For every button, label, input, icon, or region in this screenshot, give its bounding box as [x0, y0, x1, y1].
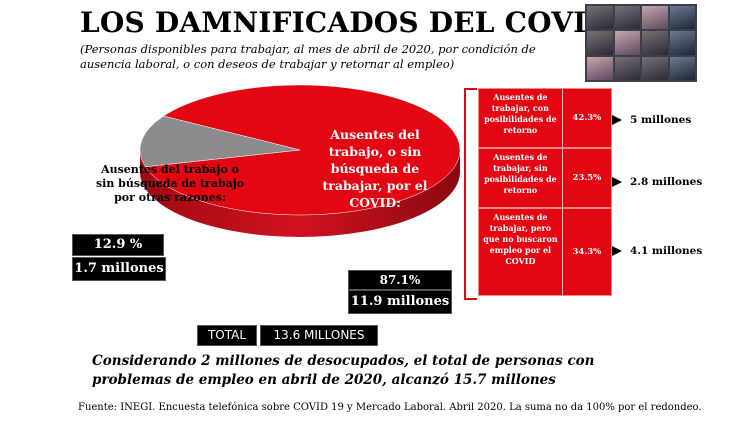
breakdown-value-text: 5 millones [630, 114, 692, 126]
breakdown-percent: 23.5% [562, 149, 611, 207]
breakdown-row: Ausentes de trabajar, pero que no buscar… [478, 208, 612, 296]
breakdown-value: 4.1 millones [612, 245, 702, 257]
breakdown-label: Ausentes de trabajar, pero que no buscar… [479, 209, 563, 295]
pie-label-other: Ausentes del trabajo o sin búsqueda de t… [95, 163, 245, 204]
page-title: LOS DAMNIFICADOS DEL COVID 19 [80, 6, 661, 39]
breakdown-row: Ausentes de trabajar, sin posibilidades … [478, 148, 612, 208]
bracket [464, 88, 477, 300]
other-value-label: 1.7 millones [72, 257, 166, 281]
covid-value-label: 11.9 millones [348, 290, 452, 314]
arrow-right-icon [612, 115, 622, 125]
breakdown-value-text: 4.1 millones [630, 245, 703, 257]
breakdown-label: Ausentes de trabajar, con posibilidades … [479, 89, 563, 147]
header-photo [585, 4, 697, 82]
breakdown-row: Ausentes de trabajar, con posibilidades … [478, 88, 612, 148]
breakdown-percent: 34.3% [562, 209, 611, 295]
total-label: TOTAL [197, 325, 257, 346]
summary-note: Considerando 2 millones de desocupados, … [92, 353, 595, 388]
pie-slice-covid [144, 84, 461, 216]
arrow-right-icon [612, 177, 622, 187]
pie-chart [139, 84, 461, 237]
breakdown-label: Ausentes de trabajar, sin posibilidades … [479, 149, 563, 207]
breakdown-percent: 42.3% [562, 89, 611, 147]
pie-label-covid: Ausentes del trabajo, o sin búsqueda de … [322, 127, 428, 210]
pie-slice-other [139, 115, 301, 168]
source-note: Fuente: INEGI. Encuesta telefónica sobre… [78, 402, 702, 413]
breakdown-value: 2.8 millones [612, 176, 702, 188]
covid-percent-label: 87.1% [348, 270, 452, 290]
breakdown-value-text: 2.8 millones [630, 176, 703, 188]
pie-side-wall [140, 150, 460, 237]
other-percent-label: 12.9 % [72, 234, 164, 256]
total-value: 13.6 MILLONES [260, 325, 378, 346]
breakdown-value: 5 millones [612, 114, 691, 126]
page-subtitle: (Personas disponibles para trabajar, al … [80, 42, 536, 71]
breakdown-table: Ausentes de trabajar, con posibilidades … [478, 88, 612, 296]
arrow-right-icon [612, 246, 622, 256]
